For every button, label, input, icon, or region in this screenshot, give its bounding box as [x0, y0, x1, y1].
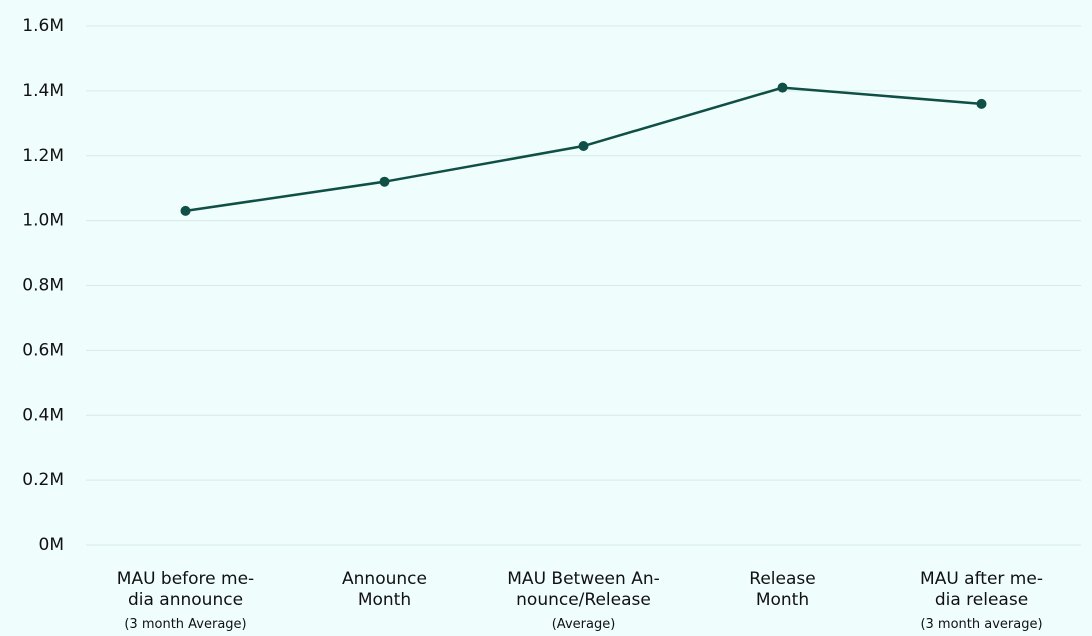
data-point: [379, 176, 390, 187]
x-tick-label: MAU Between An-: [507, 569, 659, 589]
x-tick-note: (3 month Average): [124, 617, 246, 632]
y-tick-label: 0M: [39, 535, 64, 555]
data-point: [578, 141, 589, 152]
x-tick-label: Month: [358, 590, 411, 610]
x-tick-label: nounce/Release: [516, 590, 651, 610]
y-tick-label: 0.4M: [22, 405, 64, 425]
y-tick-label: 1.4M: [22, 81, 64, 101]
x-tick-note: (3 month average): [920, 617, 1042, 632]
x-tick-label: Announce: [342, 569, 427, 589]
y-tick-label: 0.2M: [22, 470, 64, 490]
y-tick-label: 0.6M: [22, 340, 64, 360]
y-tick-label: 1.6M: [22, 16, 64, 36]
x-tick-label: MAU after me-: [920, 569, 1043, 589]
x-tick-note: (Average): [552, 617, 616, 632]
x-tick-label: Month: [756, 590, 809, 610]
x-tick-label: Release: [749, 569, 815, 589]
data-point: [976, 98, 987, 109]
y-tick-label: 1.2M: [22, 146, 64, 166]
data-point: [180, 205, 191, 216]
y-tick-label: 0.8M: [22, 276, 64, 296]
x-tick-label: dia release: [935, 590, 1028, 610]
y-tick-label: 1.0M: [22, 211, 64, 231]
x-tick-label: dia announce: [128, 590, 243, 610]
data-point: [777, 82, 788, 93]
x-tick-label: MAU before me-: [117, 569, 254, 589]
